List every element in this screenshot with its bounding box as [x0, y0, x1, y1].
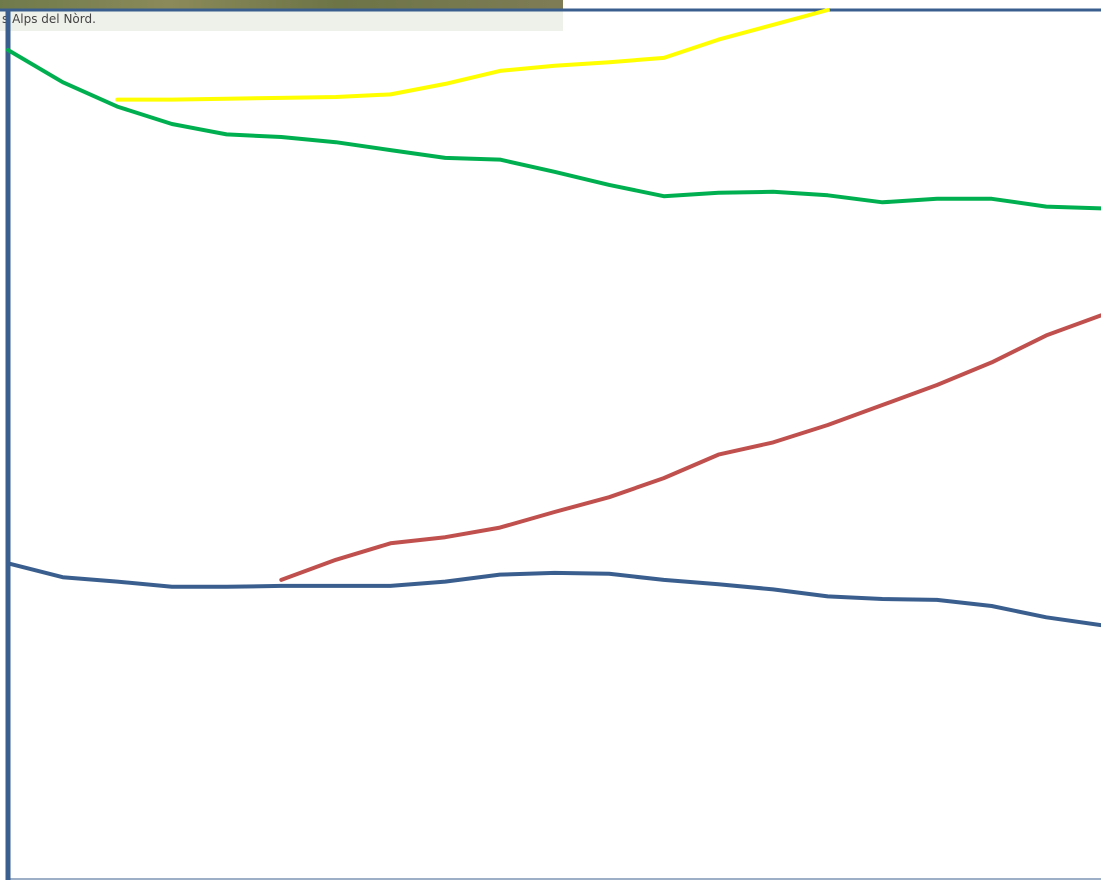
line — [115, 8, 830, 102]
photo — [0, 0, 563, 10]
caption-strip — [0, 10, 563, 31]
caption: s Alps del Nòrd. — [2, 12, 96, 26]
line — [6, 48, 1101, 211]
line — [6, 561, 1101, 628]
line — [279, 313, 1101, 582]
